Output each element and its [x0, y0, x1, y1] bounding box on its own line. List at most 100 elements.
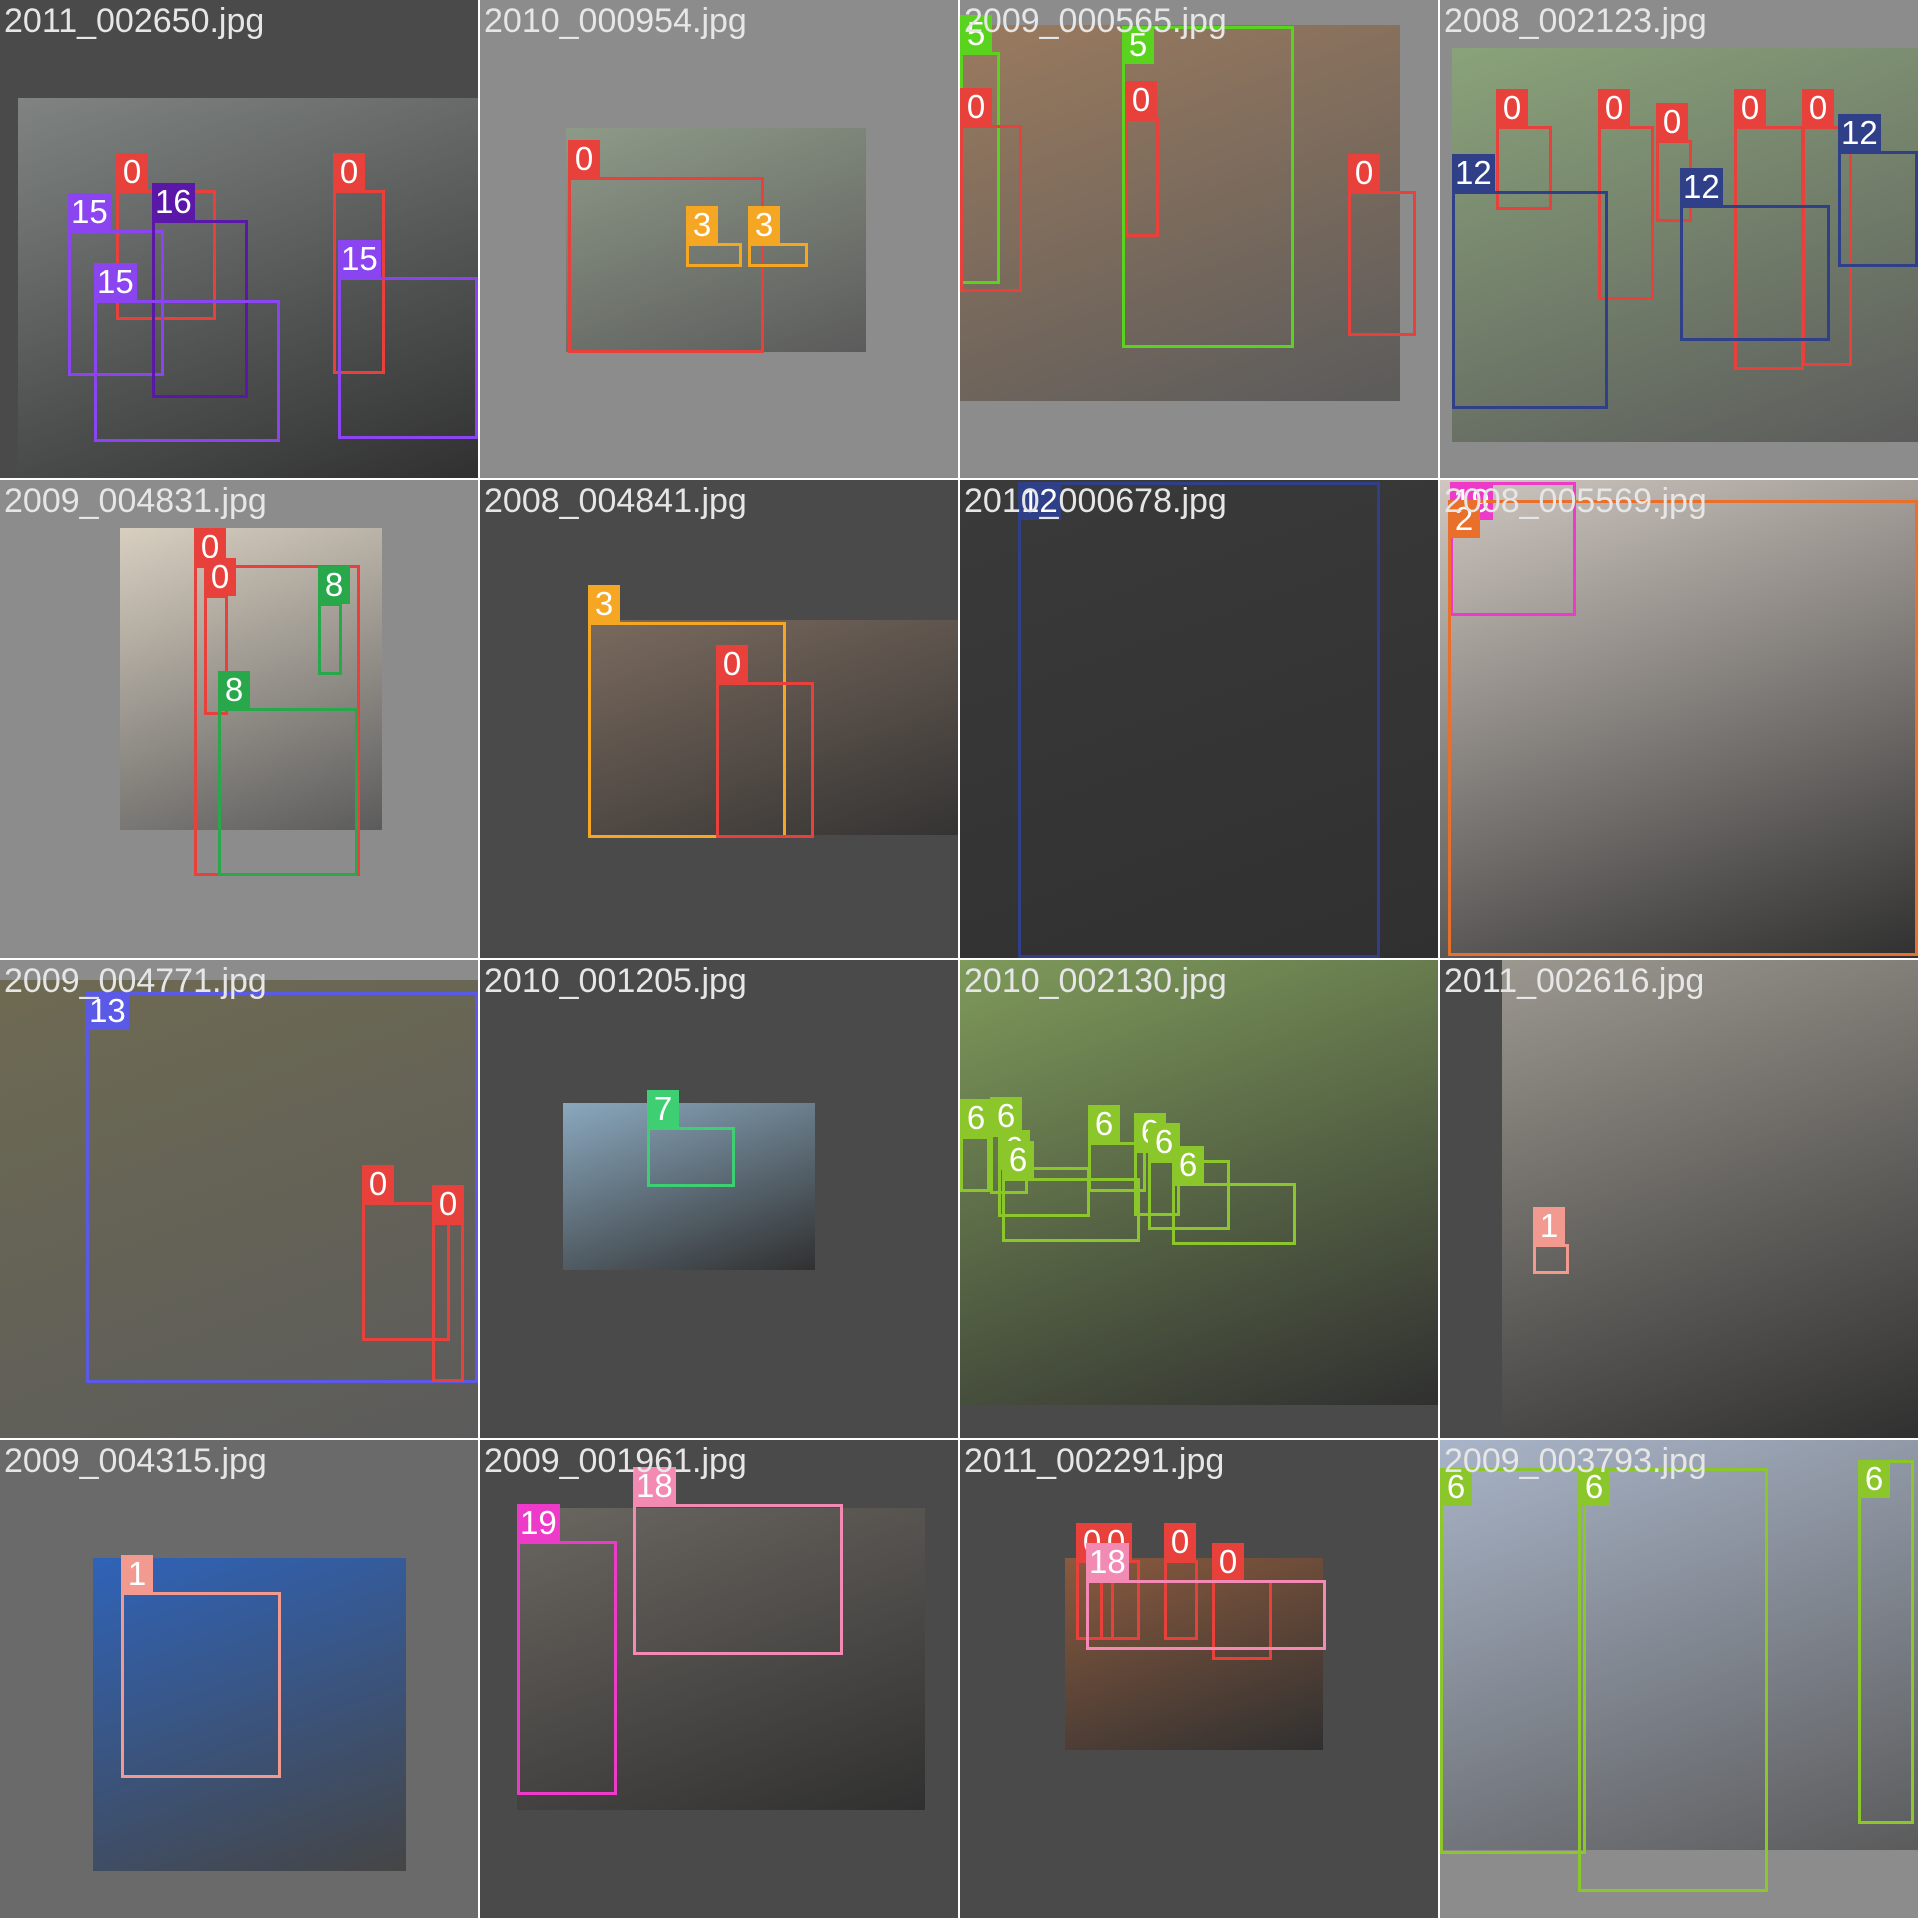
filename-label: 2009_001961.jpg: [484, 1442, 747, 1480]
class-label-tag: 6: [990, 1097, 1022, 1135]
image-tile-2009-004831-jpg: 2009_004831.jpg 0 0 8 8: [0, 480, 478, 958]
photo: [1065, 1558, 1323, 1750]
bounding-box: 12: [1018, 482, 1380, 958]
bounding-box: 6: [1578, 1468, 1768, 1892]
class-label-tag: 8: [218, 671, 250, 709]
bounding-box: 0: [1598, 89, 1654, 300]
bounding-box: 8: [218, 671, 358, 876]
bounding-box: 1: [1533, 1207, 1569, 1274]
bounding-box: 0: [716, 645, 814, 838]
image-tile-2008-004841-jpg: 2008_004841.jpg 3 0: [480, 480, 958, 958]
image-tile-2009-000565-jpg: 2009_000565.jpg 5 5 0 0 0: [960, 0, 1438, 478]
bounding-box: 19: [517, 1504, 617, 1795]
bounding-box: 3: [686, 206, 742, 267]
filename-label: 2009_004771.jpg: [4, 962, 267, 1000]
class-label-tag: 0: [362, 1165, 394, 1203]
bounding-box: 18: [1086, 1543, 1326, 1650]
image-tile-2008-005569-jpg: 2008_005569.jpg192: [1440, 480, 1918, 958]
class-label-tag: 6: [1858, 1460, 1890, 1498]
class-label-tag: 0: [1656, 103, 1688, 141]
bounding-box: 6: [1858, 1460, 1914, 1824]
class-label-tag: 15: [68, 193, 111, 231]
image-tile-2009-003793-jpg: 2009_003793.jpg 6 6 6: [1440, 1440, 1918, 1918]
photo: [960, 480, 1438, 958]
image-tile-2010-002130-jpg: 2010_002130.jpg66666666: [960, 960, 1438, 1438]
class-label-tag: 7: [647, 1090, 679, 1128]
photo: [960, 25, 1400, 401]
filename-label: 2010_000678.jpg: [964, 482, 1227, 520]
bounding-box: 18: [633, 1467, 843, 1655]
class-label-tag: 15: [338, 240, 381, 278]
photo: [0, 980, 478, 1438]
class-label-tag: 12: [1838, 114, 1881, 152]
photo: [517, 1508, 925, 1810]
bounding-box: 0: [1125, 81, 1159, 237]
filename-label: 2009_004315.jpg: [4, 1442, 267, 1480]
filename-label: 2010_001205.jpg: [484, 962, 747, 1000]
filename-label: 2009_003793.jpg: [1444, 1442, 1707, 1480]
bounding-box: 0: [1164, 1523, 1198, 1640]
bounding-box: 0: [1496, 89, 1552, 210]
filename-label: 2008_002123.jpg: [1444, 2, 1707, 40]
class-label-tag: 0: [333, 153, 365, 191]
class-label-tag: 6: [1440, 1468, 1472, 1506]
photo: [588, 620, 958, 835]
class-label-tag: 0: [1212, 1543, 1244, 1581]
class-label-tag: 6: [1002, 1141, 1034, 1179]
class-label-tag: 0: [1164, 1523, 1196, 1561]
class-label-tag: 6: [1088, 1105, 1120, 1143]
filename-label: 2011_002291.jpg: [964, 1442, 1225, 1480]
image-tile-2011-002616-jpg: 2011_002616.jpg 1: [1440, 960, 1918, 1438]
filename-label: 2010_002130.jpg: [964, 962, 1227, 1000]
class-label-tag: 15: [94, 263, 137, 301]
bounding-box: 0: [960, 88, 1022, 292]
filename-label: 2010_000954.jpg: [484, 2, 747, 40]
bounding-box: 15: [68, 193, 164, 376]
bounding-box: 0: [432, 1185, 464, 1382]
class-label-tag: 3: [686, 206, 718, 244]
bounding-box: 1: [121, 1555, 281, 1778]
class-label-tag: 5: [1122, 26, 1154, 64]
class-label-tag: 6: [1578, 1468, 1610, 1506]
filename-label: 2008_005569.jpg: [1444, 482, 1707, 520]
bounding-box: 0: [1348, 154, 1416, 336]
bounding-box: 13: [86, 992, 478, 1383]
bounding-box: 2: [1448, 500, 1918, 956]
class-label-tag: 6: [960, 1099, 992, 1137]
bounding-box: 6: [1002, 1141, 1140, 1242]
bounding-box: 0: [333, 153, 385, 374]
class-label-tag: 0: [1348, 154, 1380, 192]
class-label-tag: 18: [1086, 1543, 1129, 1581]
filename-label: 2009_004831.jpg: [4, 482, 267, 520]
bounding-box: 6: [1148, 1123, 1230, 1230]
class-label-tag: 18: [633, 1467, 676, 1505]
class-label-tag: 0: [1802, 89, 1834, 127]
image-tile-2008-002123-jpg: 2008_002123.jpg 0 0 0 0 0 12 12 12: [1440, 0, 1918, 478]
bounding-box: 6: [1440, 1468, 1586, 1854]
class-label-tag: 3: [588, 585, 620, 623]
bounding-box: 16: [152, 183, 248, 398]
class-label-tag: 2: [1448, 500, 1480, 538]
bounding-box: 8: [318, 566, 350, 675]
bounding-box: 15: [338, 240, 478, 439]
filename-label: 2009_000565.jpg: [964, 2, 1227, 40]
class-label-tag: 0: [1734, 89, 1766, 127]
class-label-tag: 6: [1172, 1146, 1204, 1184]
bounding-box: 12: [1680, 168, 1830, 341]
image-tile-2010-001205-jpg: 2010_001205.jpg 7: [480, 960, 958, 1438]
class-label-tag: 0: [1125, 81, 1157, 119]
bounding-box: 15: [94, 263, 280, 442]
image-tile-2010-000678-jpg: 2010_000678.jpg 12: [960, 480, 1438, 958]
photo: [1502, 960, 1918, 1438]
image-tile-2010-000954-jpg: 2010_000954.jpg 0 3 3: [480, 0, 958, 478]
bounding-box: 7: [647, 1090, 735, 1187]
class-label-tag: 0: [116, 153, 148, 191]
class-label-tag: 13: [86, 992, 129, 1030]
class-label-tag: 1: [121, 1555, 153, 1593]
bounding-box: 0: [204, 558, 236, 715]
image-tile-2009-001961-jpg: 2009_001961.jpg 19 18: [480, 1440, 958, 1918]
image-tile-2011-002650-jpg: 2011_002650.jpg 0 0 15 16 15 15: [0, 0, 478, 478]
class-label-tag: 0: [1496, 89, 1528, 127]
class-label-tag: 0: [204, 558, 236, 596]
